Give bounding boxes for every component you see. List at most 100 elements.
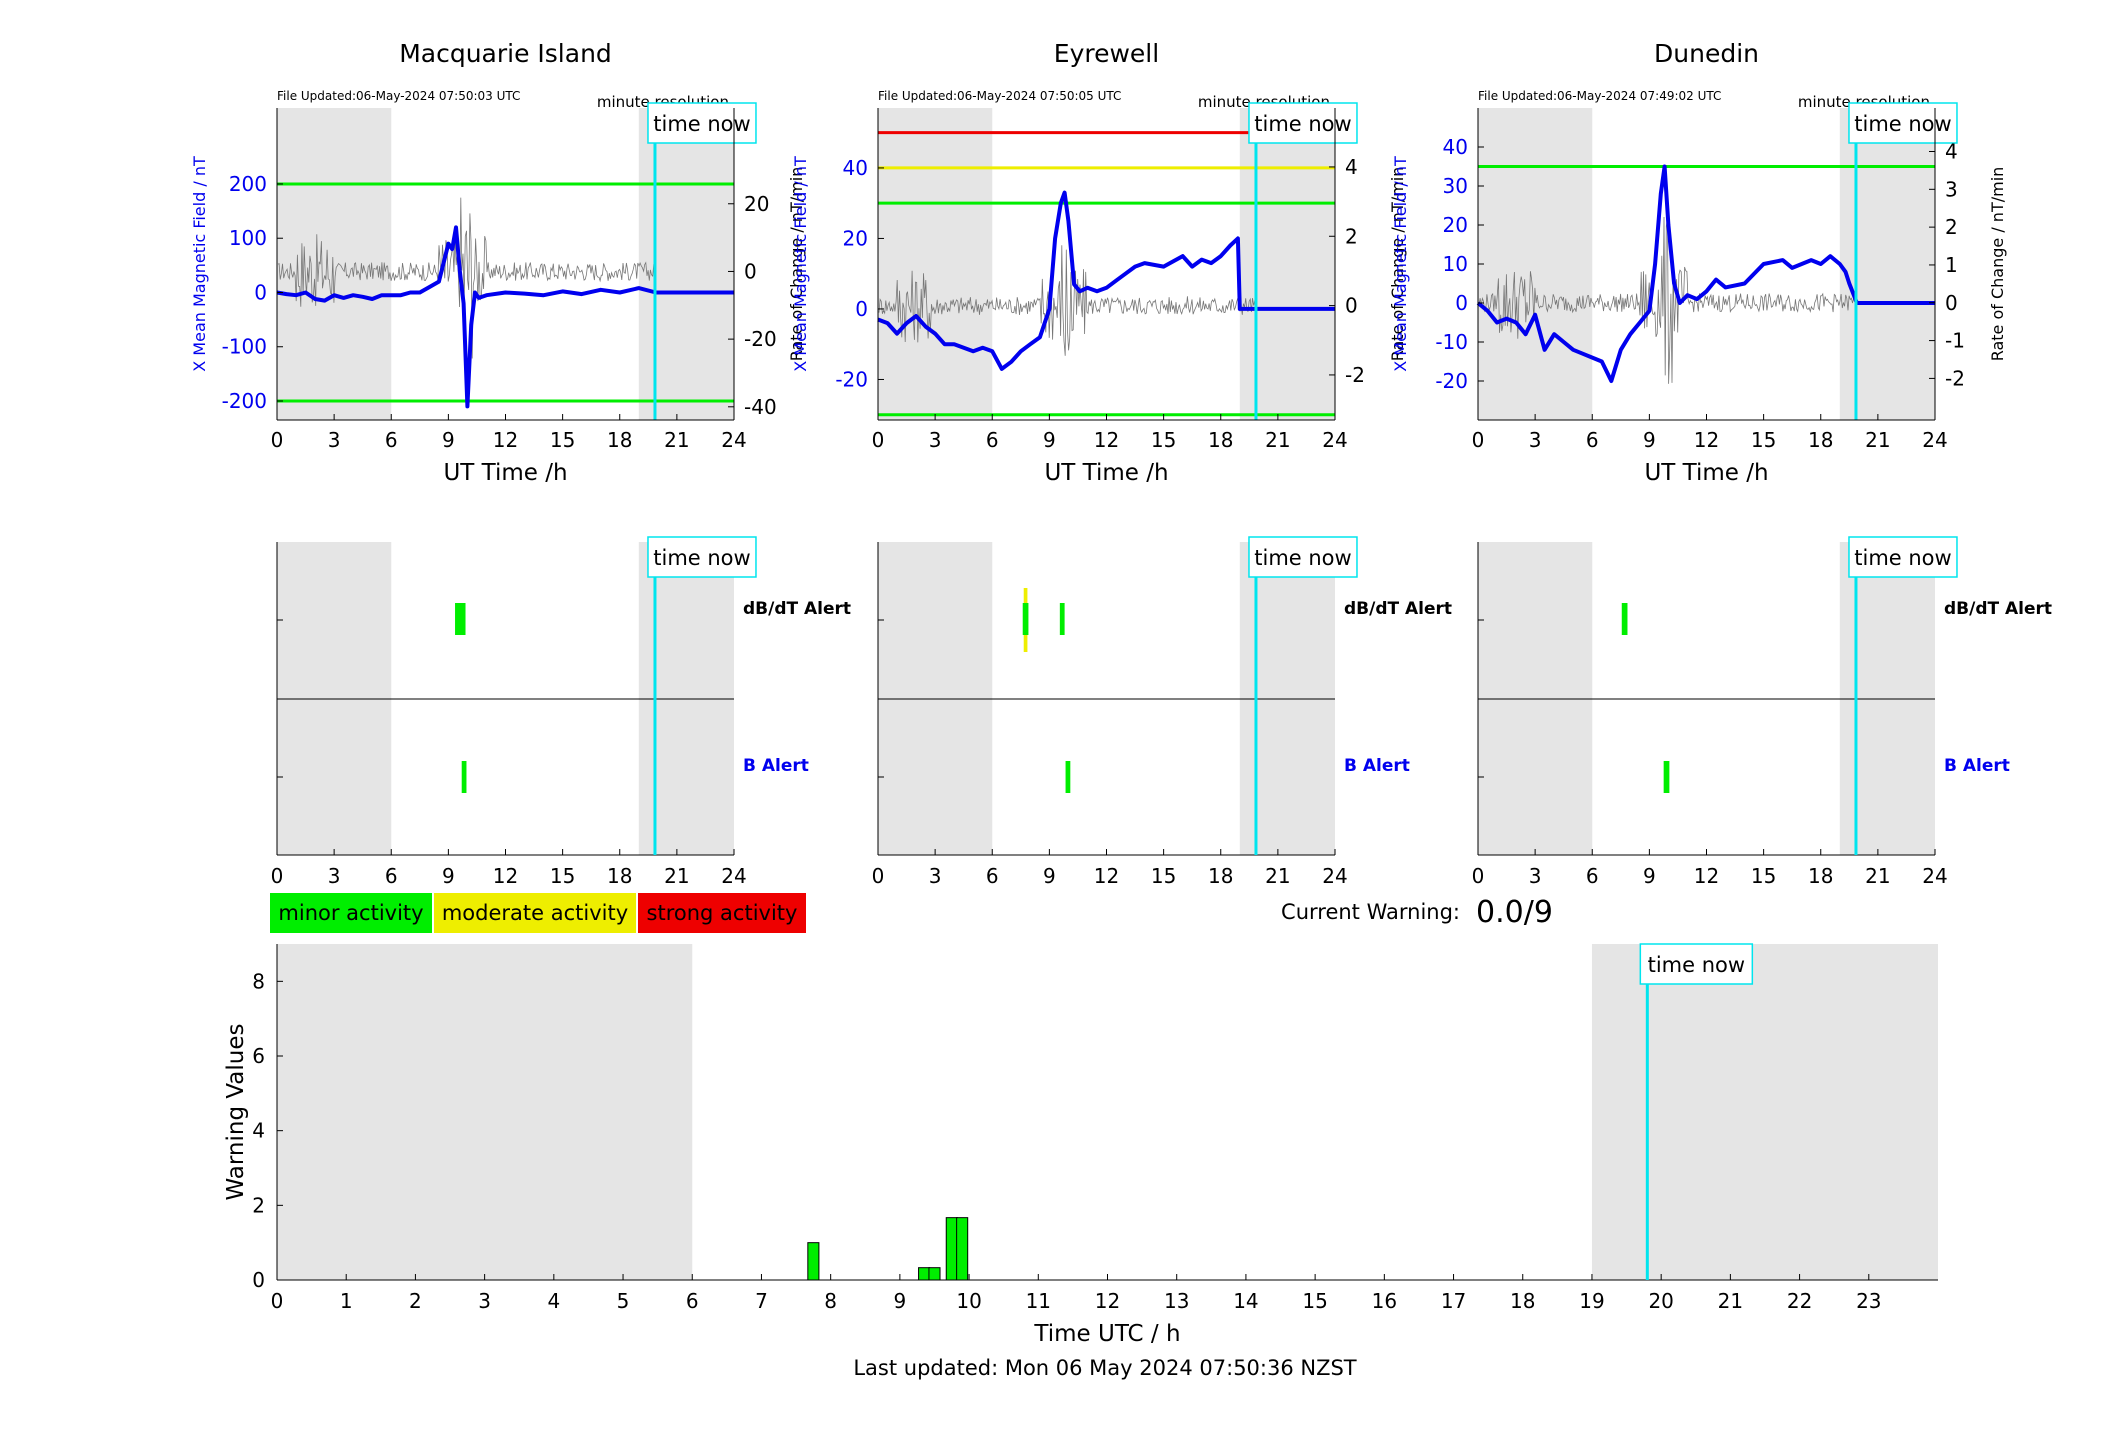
- x-tick-label: 12: [1694, 428, 1719, 452]
- current-warning-label: Current Warning:: [1281, 900, 1460, 924]
- x-tick-label: 21: [1265, 864, 1290, 888]
- night-band: [1591, 944, 1938, 1280]
- x-tick-label: 18: [1208, 428, 1233, 452]
- y-tick-label: -10: [1435, 330, 1468, 354]
- y-right-tick-label: 2: [1345, 224, 1358, 248]
- y-tick-label: -20: [835, 367, 868, 391]
- time-now-box: [1848, 536, 1958, 578]
- warning-bar: [807, 1242, 820, 1281]
- x-tick-label: 12: [1694, 864, 1719, 888]
- x-tick-label: 9: [442, 428, 455, 452]
- x-tick-label: 0: [271, 428, 284, 452]
- warning-values-chart: 0 1 2 3 4 5 6 7 8 9 10 11 12 13 14 15 16 17 18 19 20 21 22 2302…: [223, 943, 1938, 1347]
- file-updated-label: File Updated:06-May-2024 07:50:05 UTC: [878, 89, 1121, 103]
- x-tick-label: 18: [1208, 864, 1233, 888]
- y-tick-label: 6: [252, 1044, 265, 1068]
- time-now-box: [1248, 536, 1358, 578]
- x-tick-label: 18: [607, 864, 632, 888]
- y-right-tick-label: -20: [744, 327, 777, 351]
- b-alert-bar: [1663, 761, 1670, 793]
- y-right-tick-label: 0: [1345, 294, 1358, 318]
- x-tick-label: 3: [929, 428, 942, 452]
- x-tick-label: 18: [607, 428, 632, 452]
- y-right-tick-label: 4: [1945, 139, 1958, 163]
- station-title: Eyrewell: [1054, 39, 1159, 68]
- y-right-tick-label: 4: [1345, 155, 1358, 179]
- y-tick-label: 30: [1443, 174, 1468, 198]
- x-tick-label: 3: [328, 864, 341, 888]
- y-tick-label: 10: [1443, 252, 1468, 276]
- dbdt-alert-bar: [455, 603, 466, 635]
- y-right-axis-title: Rate of Change / nT/min: [787, 167, 806, 362]
- y-right-tick-label: -2: [1345, 363, 1365, 387]
- x-tick-label: 19: [1579, 1289, 1604, 1313]
- x-tick-label: 8: [824, 1289, 837, 1313]
- x-tick-label: 21: [1865, 428, 1890, 452]
- x-tick-label: 0: [872, 428, 885, 452]
- x-tick-label: 9: [1043, 428, 1056, 452]
- y-tick-label: 0: [252, 1268, 265, 1292]
- x-axis-title: UT Time /h: [443, 460, 567, 486]
- x-tick-label: 21: [1265, 428, 1290, 452]
- y-tick-label: 4: [252, 1119, 265, 1143]
- y-tick-label: 100: [229, 226, 267, 250]
- night-band: [878, 108, 993, 420]
- file-updated-label: File Updated:06-May-2024 07:50:03 UTC: [277, 89, 520, 103]
- station-panel-1: Eyrewell File Updated:06-May-2024 07:50:0…: [791, 39, 1407, 486]
- time-now-box: [1848, 102, 1958, 144]
- alert-panel-0: 0 3 6 9 12 15 18 21 24 time now dB/dT Alert B Alert: [271, 536, 851, 888]
- b-alert-label: B Alert: [1344, 756, 1410, 776]
- x-tick-label: 21: [1865, 864, 1890, 888]
- x-tick-label: 15: [1751, 428, 1776, 452]
- y-axis-title: Warning Values: [223, 1023, 249, 1200]
- x-tick-label: 9: [894, 1289, 907, 1313]
- legend-minor-swatch: [270, 893, 432, 933]
- y-right-tick-label: 0: [744, 259, 757, 283]
- x-tick-label: 6: [1586, 428, 1599, 452]
- x-tick-label: 21: [664, 864, 689, 888]
- warning-bar: [945, 1217, 958, 1281]
- night-band: [1839, 108, 1935, 420]
- dbdt-alert-bar: [1621, 603, 1628, 635]
- station-panel-0: Macquarie Island File Updated:06-May-2024…: [190, 39, 806, 486]
- legend-moderate-swatch: [434, 893, 636, 933]
- current-warning-value: 0.0/9: [1476, 895, 1553, 930]
- time-now-box: [1248, 102, 1358, 144]
- x-tick-label: 9: [442, 864, 455, 888]
- x-axis-title: UT Time /h: [1644, 460, 1768, 486]
- time-now-box: [1639, 943, 1754, 985]
- b-alert-bar: [1065, 761, 1071, 793]
- x-tick-label: 24: [1322, 428, 1347, 452]
- file-updated-label: File Updated:06-May-2024 07:49:02 UTC: [1478, 89, 1721, 103]
- y-right-tick-label: -1: [1945, 329, 1965, 353]
- time-now-label: time now: [1854, 546, 1951, 570]
- x-tick-label: 3: [1529, 864, 1542, 888]
- x-tick-label: 0: [1472, 864, 1485, 888]
- x-tick-label: 3: [328, 428, 341, 452]
- x-tick-label: 21: [1718, 1289, 1743, 1313]
- station-panel-2: Dunedin File Updated:06-May-2024 07:49:02…: [1391, 39, 2007, 486]
- time-now-label: time now: [653, 546, 750, 570]
- y-tick-label: 200: [229, 172, 267, 196]
- night-band: [1478, 108, 1593, 420]
- night-band: [1239, 108, 1335, 420]
- y-tick-label: 40: [843, 156, 868, 180]
- x-tick-label: 17: [1441, 1289, 1466, 1313]
- x-tick-label: 16: [1372, 1289, 1397, 1313]
- x-tick-label: 7: [755, 1289, 768, 1313]
- night-band: [277, 944, 693, 1280]
- x-tick-label: 6: [1586, 864, 1599, 888]
- y-tick-label: 0: [1455, 291, 1468, 315]
- x-tick-label: 18: [1510, 1289, 1535, 1313]
- warning-bar: [928, 1267, 941, 1281]
- x-tick-label: 0: [1472, 428, 1485, 452]
- legend-moderate-label: moderate activity: [442, 901, 628, 925]
- station-title: Macquarie Island: [399, 39, 612, 68]
- x-tick-label: 3: [1529, 428, 1542, 452]
- x-tick-label: 15: [550, 864, 575, 888]
- y-tick-label: -100: [222, 335, 267, 359]
- x-tick-label: 12: [1094, 864, 1119, 888]
- y-tick-label: 20: [843, 226, 868, 250]
- station-title: Dunedin: [1654, 39, 1759, 68]
- x-tick-label: 18: [1808, 428, 1833, 452]
